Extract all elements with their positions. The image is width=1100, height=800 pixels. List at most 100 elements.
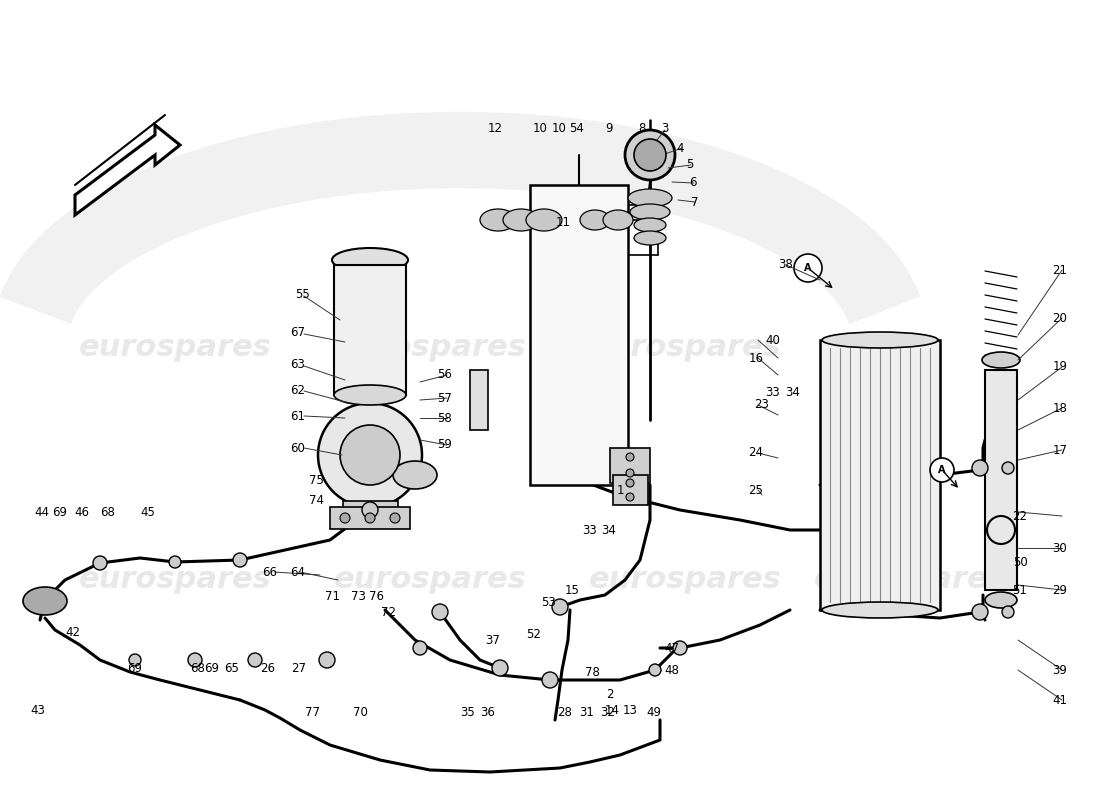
- Circle shape: [365, 513, 375, 523]
- Text: 49: 49: [647, 706, 661, 718]
- Text: 29: 29: [1053, 583, 1067, 597]
- Text: 45: 45: [141, 506, 155, 518]
- Circle shape: [340, 425, 400, 485]
- Text: 10: 10: [532, 122, 548, 134]
- Ellipse shape: [634, 218, 665, 232]
- Text: 20: 20: [1053, 311, 1067, 325]
- Circle shape: [340, 513, 350, 523]
- Text: 6: 6: [690, 177, 696, 190]
- Circle shape: [188, 653, 202, 667]
- Circle shape: [169, 556, 182, 568]
- Text: eurospares: eurospares: [78, 566, 272, 594]
- Ellipse shape: [332, 248, 408, 272]
- Text: 19: 19: [1053, 361, 1067, 374]
- Text: 67: 67: [290, 326, 306, 339]
- Bar: [343, 501, 398, 519]
- Text: 14: 14: [605, 703, 619, 717]
- Text: 26: 26: [261, 662, 275, 674]
- Ellipse shape: [982, 352, 1020, 368]
- Text: 18: 18: [1053, 402, 1067, 414]
- Text: 22: 22: [1012, 510, 1027, 522]
- Text: 69: 69: [128, 662, 143, 674]
- Ellipse shape: [628, 189, 672, 207]
- Text: 2: 2: [606, 689, 614, 702]
- Text: 17: 17: [1053, 443, 1067, 457]
- Text: 38: 38: [779, 258, 793, 271]
- Text: eurospares: eurospares: [78, 334, 272, 362]
- Text: eurospares: eurospares: [814, 566, 1006, 594]
- Text: 44: 44: [34, 506, 50, 518]
- Ellipse shape: [526, 209, 562, 231]
- Text: 69: 69: [53, 506, 67, 518]
- Text: 15: 15: [564, 583, 580, 597]
- Ellipse shape: [23, 587, 67, 615]
- Circle shape: [972, 604, 988, 620]
- Ellipse shape: [822, 602, 938, 618]
- Text: 62: 62: [290, 383, 306, 397]
- Text: 33: 33: [583, 523, 597, 537]
- Text: eurospares: eurospares: [588, 566, 781, 594]
- Bar: [613, 475, 648, 505]
- Text: 7: 7: [691, 195, 698, 209]
- Circle shape: [625, 130, 675, 180]
- Text: 12: 12: [487, 122, 503, 134]
- Text: 55: 55: [295, 289, 309, 302]
- Text: 24: 24: [748, 446, 763, 459]
- Circle shape: [930, 458, 954, 482]
- Text: 13: 13: [623, 703, 637, 717]
- Circle shape: [319, 652, 336, 668]
- Text: 30: 30: [1053, 542, 1067, 554]
- Text: eurospares: eurospares: [333, 566, 527, 594]
- Text: 50: 50: [1013, 555, 1027, 569]
- Ellipse shape: [603, 210, 632, 230]
- Bar: [984, 370, 1018, 590]
- Text: A: A: [938, 465, 946, 475]
- Text: 28: 28: [558, 706, 572, 718]
- Bar: [330, 507, 410, 529]
- Polygon shape: [75, 125, 180, 215]
- Text: 56: 56: [438, 369, 452, 382]
- Text: 71: 71: [326, 590, 341, 603]
- Circle shape: [390, 513, 400, 523]
- Text: 40: 40: [766, 334, 780, 346]
- Text: 64: 64: [290, 566, 306, 578]
- Text: 65: 65: [224, 662, 240, 674]
- Text: 69: 69: [205, 662, 220, 674]
- Circle shape: [432, 604, 448, 620]
- Circle shape: [794, 254, 822, 282]
- Circle shape: [673, 641, 688, 655]
- Bar: [610, 448, 650, 483]
- Text: 23: 23: [755, 398, 769, 411]
- Text: 34: 34: [785, 386, 801, 399]
- Circle shape: [972, 460, 988, 476]
- Text: 59: 59: [438, 438, 452, 451]
- Text: 60: 60: [290, 442, 306, 454]
- Text: 25: 25: [749, 483, 763, 497]
- Ellipse shape: [822, 332, 938, 348]
- Bar: [820, 340, 940, 610]
- Text: 52: 52: [527, 629, 541, 642]
- Circle shape: [626, 453, 634, 461]
- Circle shape: [1002, 462, 1014, 474]
- Text: 5: 5: [686, 158, 694, 171]
- Text: 72: 72: [381, 606, 396, 618]
- Circle shape: [318, 403, 422, 507]
- Text: 1: 1: [616, 483, 624, 497]
- Ellipse shape: [393, 461, 437, 489]
- Circle shape: [412, 641, 427, 655]
- Text: 27: 27: [292, 662, 307, 674]
- Circle shape: [248, 653, 262, 667]
- Text: 76: 76: [368, 590, 384, 603]
- Text: 75: 75: [309, 474, 323, 486]
- Circle shape: [233, 553, 248, 567]
- Circle shape: [626, 479, 634, 487]
- Text: 78: 78: [584, 666, 600, 678]
- Bar: [470, 370, 488, 430]
- Circle shape: [649, 664, 661, 676]
- Text: 53: 53: [540, 597, 556, 610]
- Text: 74: 74: [308, 494, 323, 506]
- Text: 8: 8: [638, 122, 646, 134]
- Circle shape: [634, 139, 665, 171]
- Ellipse shape: [630, 204, 670, 220]
- Text: A: A: [804, 263, 812, 273]
